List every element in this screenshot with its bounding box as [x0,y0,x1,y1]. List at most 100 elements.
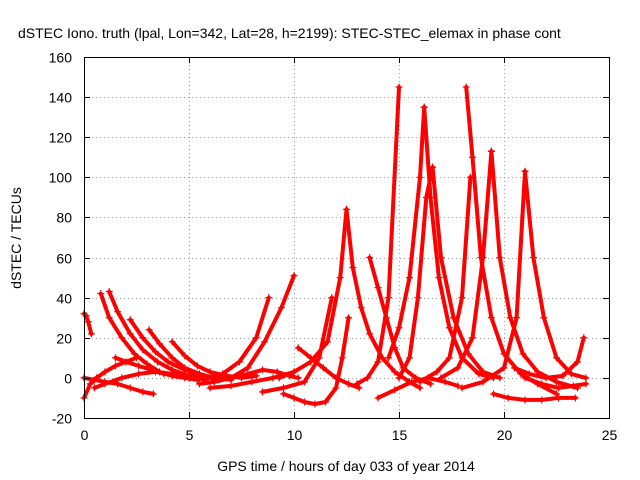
y-tick-label: 160 [49,50,73,66]
data-point [126,384,134,392]
y-tick-label: 100 [49,170,73,186]
data-point [244,370,252,378]
data-point [374,358,382,366]
data-point [513,314,521,322]
data-point [332,384,340,392]
data-point [202,374,210,382]
data-point [328,294,336,302]
data-point [338,354,346,362]
data-point [122,358,130,366]
data-point [118,374,126,382]
data-point [345,314,353,322]
data-point [571,394,579,402]
x-tick-label: 5 [186,427,194,443]
y-tick-label: 40 [56,291,72,307]
data-point [185,372,193,380]
series-31 [490,390,579,404]
data-point [385,294,392,302]
data-point [151,348,159,356]
data-point [151,368,159,376]
data-point [569,382,577,390]
data-point [139,346,147,354]
data-point [345,380,353,388]
data-point [487,147,495,155]
data-point [538,380,546,388]
data-point [252,334,260,342]
data-point [87,330,95,338]
data-point [322,398,329,406]
data-point [542,374,550,382]
series-line [491,391,578,402]
data-point [118,334,126,342]
data-point [408,378,416,386]
data-point [511,364,518,372]
data-point [275,374,283,382]
series-12 [227,366,302,382]
data-point [521,167,529,175]
series-13 [259,294,336,396]
data-point [145,326,153,334]
data-point [301,378,308,386]
data-point [244,364,252,372]
data-point [84,318,92,326]
data-point [385,354,392,362]
series-26 [462,83,560,398]
data-point [126,330,134,338]
data-point [290,368,298,376]
y-tick-label: 80 [56,210,72,226]
series-14 [280,314,353,408]
data-point [414,294,422,302]
data-point [469,334,476,342]
data-point [235,358,243,366]
data-point [540,314,548,322]
series-line [277,207,349,380]
data-point [420,103,428,111]
series-line [281,315,351,406]
data-point [553,354,560,362]
data-point [259,388,266,396]
data-point [433,368,441,376]
series-line [464,85,559,396]
data-point [343,205,350,213]
x-tick-label: 10 [287,427,303,443]
series-line [82,311,94,336]
data-point [427,380,434,388]
data-point [105,288,113,296]
axis-ticks: 0 5 10 15 20 25 -20 0 20 40 60 80 100 120 140 160 [49,50,618,444]
data-point [382,314,390,322]
data-point [374,394,382,402]
data-point [458,294,466,302]
data-point [269,374,277,382]
data-point [324,338,332,346]
series-9 [91,294,273,392]
data-point [319,364,327,372]
data-point [504,394,512,402]
data-point [479,378,487,386]
data-point [273,368,281,376]
x-axis-label: GPS time / hours of day 033 of year 2014 [217,458,475,474]
x-tick-label: 15 [392,427,408,443]
data-point [181,352,189,360]
x-tick-label: 20 [497,427,513,443]
data-point [395,83,403,91]
data-point [479,368,487,376]
data-point [555,384,563,392]
data-point [429,163,437,171]
data-point [506,314,514,322]
data-point [391,368,399,376]
data-series [80,83,590,408]
data-point [139,334,147,342]
data-point [462,83,470,91]
data-point [349,264,357,272]
data-point [315,354,323,362]
data-point [479,254,487,262]
data-point [521,396,529,404]
data-point [357,304,365,312]
data-point [366,330,374,338]
data-point [364,374,371,382]
series-line [523,169,588,380]
data-point [210,378,218,386]
data-point [582,374,590,382]
data-point [277,304,285,312]
